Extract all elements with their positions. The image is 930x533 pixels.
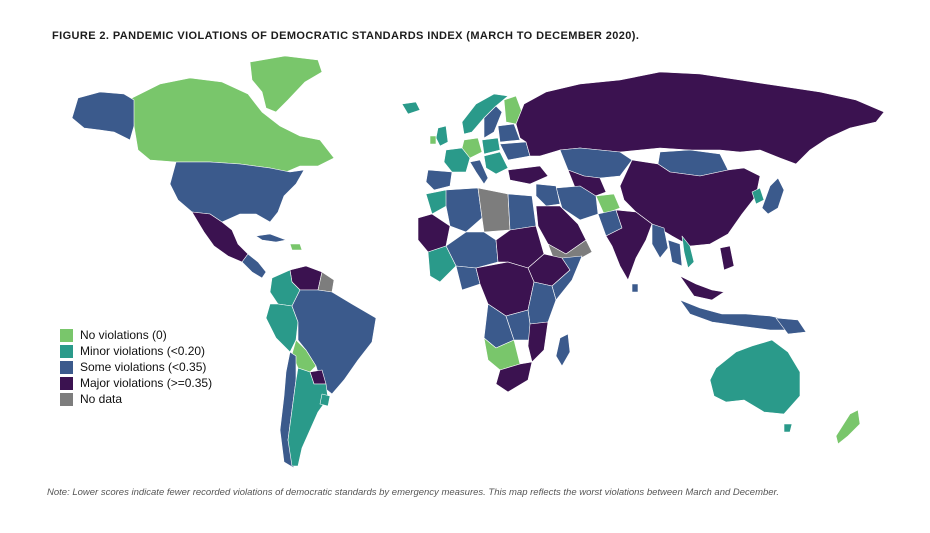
region-germany [461,137,483,159]
region-alaska [71,91,135,141]
region-greenland [249,55,323,113]
map-legend: No violations (0) Minor violations (<0.2… [60,327,212,407]
region-iberia [425,169,453,191]
region-australia [709,339,801,415]
region-turkey [507,165,549,185]
legend-swatch [60,392,73,406]
legend-swatch [60,328,73,342]
legend-label: Major violations (>=0.35) [80,376,213,390]
region-poland [481,137,501,155]
region-madagascar [555,333,571,367]
region-myanmar [651,223,669,259]
legend-label: Minor violations (<0.20) [80,344,206,358]
region-baltics-belarus [497,123,521,143]
legend-item-major-violations: Major violations (>=0.35) [60,375,212,391]
region-china [619,159,761,247]
region-korea [751,187,765,205]
region-sweden [483,105,503,139]
region-uruguay [319,393,331,407]
legend-item-no-violations: No violations (0) [60,327,212,343]
region-new-zealand [835,409,861,445]
figure-title: FIGURE 2. PANDEMIC VIOLATIONS OF DEMOCRA… [52,30,640,42]
legend-swatch [60,376,73,390]
region-argentina [287,367,329,467]
legend-item-some-violations: Some violations (<0.35) [60,359,212,375]
region-iraq-syria [535,183,561,207]
footnote: Note: Lower scores indicate fewer record… [47,487,780,498]
region-iceland [401,101,421,115]
region-malaysia [679,275,725,301]
region-canada [131,77,335,173]
region-philippines [719,245,735,271]
legend-item-no-data: No data [60,391,212,407]
region-png [775,317,807,335]
region-afghanistan [595,193,621,215]
region-uk [435,125,449,147]
region-egypt [507,193,537,231]
legend-label: No data [80,392,123,406]
legend-label: No violations (0) [80,328,167,342]
region-gulf-guinea [427,245,457,283]
region-central-america [241,253,267,279]
region-india [605,209,653,281]
legend-label: Some violations (<0.35) [80,360,207,374]
region-chile [279,351,297,469]
region-mozambique [527,321,549,363]
region-algeria [445,187,483,233]
region-usa [169,161,305,223]
region-south-africa [495,361,533,393]
region-ukraine [499,141,531,161]
region-tasmania [783,423,793,433]
region-libya [477,187,511,233]
region-sri-lanka [631,283,639,293]
region-japan [761,177,785,215]
region-thailand [667,239,683,267]
region-peru [265,303,299,353]
legend-item-minor-violations: Minor violations (<0.20) [60,343,212,359]
region-balkans [483,151,509,175]
legend-swatch [60,344,73,358]
region-italy [469,159,489,185]
region-ireland [429,135,437,145]
region-vietnam [681,235,695,269]
legend-swatch [60,360,73,374]
region-indonesia [679,299,799,331]
region-central-africa [475,261,535,317]
region-hispaniola [289,243,303,251]
region-cuba [255,233,287,243]
region-brazil [291,289,377,395]
